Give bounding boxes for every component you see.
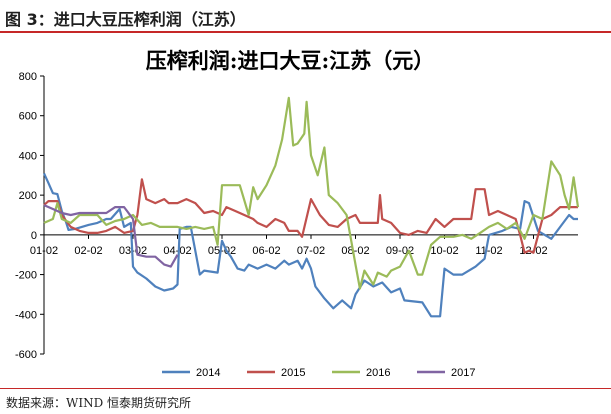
y-tick-label: -400 [15, 309, 37, 321]
header-divider [0, 31, 611, 33]
x-tick-label: 01-02 [30, 245, 58, 257]
y-tick-label: -200 [15, 270, 37, 282]
x-tick-label: 10-02 [430, 245, 458, 257]
footer-divider [0, 388, 611, 389]
y-tick-label: 200 [19, 190, 37, 202]
series-line-2016 [43, 96, 580, 290]
y-tick-label: 400 [19, 150, 37, 162]
legend-label-2014: 2014 [196, 367, 220, 379]
x-tick-label: 08-02 [341, 245, 369, 257]
plot-area [42, 96, 580, 318]
x-tick-label: 11-02 [475, 245, 502, 257]
y-tick-label: 800 [19, 71, 37, 83]
legend-label-2016: 2016 [366, 367, 390, 379]
data-source: 数据来源：WIND 恒泰期货研究所 [6, 396, 192, 410]
chart-title: 压榨利润:进口大豆:江苏（元） [146, 48, 435, 73]
series-line-2017 [43, 204, 179, 268]
x-tick-label: 07-02 [297, 245, 325, 257]
series-line-2014 [42, 172, 578, 318]
legend: 2014 2015 2016 2017 [162, 367, 475, 379]
line-chart: 压榨利润:进口大豆:江苏（元） -600 -400 -200 0 200 400 600 80… [0, 34, 611, 386]
series-line-2015 [43, 178, 578, 254]
y-tick-label: 600 [19, 111, 37, 123]
chart-background [0, 34, 611, 386]
x-tick-label: 02-02 [74, 245, 102, 257]
y-axis: -600 -400 -200 0 200 400 600 800 [15, 71, 45, 361]
figure-caption: 图 3：进口大豆压榨利润（江苏） [5, 10, 246, 29]
y-tick-label: 0 [31, 230, 37, 242]
x-tick-label: 06-02 [252, 245, 280, 257]
legend-label-2015: 2015 [281, 367, 305, 379]
x-tick-label: 04-02 [163, 245, 191, 257]
legend-label-2017: 2017 [451, 367, 475, 379]
y-tick-label: -600 [15, 349, 37, 361]
figure-header: 图 3：进口大豆压榨利润（江苏） [0, 0, 611, 34]
